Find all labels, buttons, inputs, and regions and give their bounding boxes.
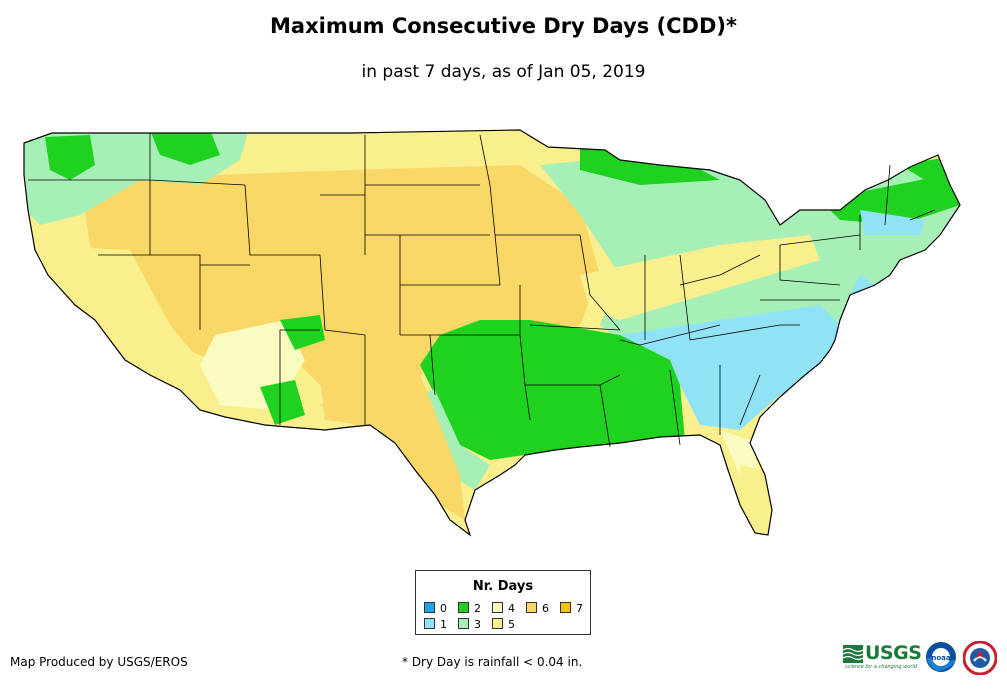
legend-swatch [492,602,503,613]
legend-label: 5 [508,618,515,631]
map-title: Maximum Consecutive Dry Days (CDD)* [270,14,737,38]
legend-item-4: 4 [492,602,515,615]
legend-label: 3 [474,618,481,631]
dry-day-note: * Dry Day is rainfall < 0.04 in. [402,655,583,669]
legend-swatch [424,602,435,613]
legend-label: 4 [508,602,515,615]
noaa-logo-icon: noaa [926,642,956,672]
legend-item-2: 2 [458,602,481,615]
legend-item-0: 0 [424,602,447,615]
usgs-tagline: science for a changing world [845,664,917,670]
legend-swatch [526,602,537,613]
usgs-logo: USGS science for a changing world [843,642,922,671]
legend-item-1: 1 [424,618,447,631]
svg-text:noaa: noaa [931,654,951,662]
legend-item-5: 5 [492,618,515,631]
map-subtitle: in past 7 days, as of Jan 05, 2019 [361,62,646,82]
legend-swatch [458,602,469,613]
legend-title: Nr. Days [472,579,534,594]
legend-label: 7 [576,602,583,615]
legend-swatch [458,618,469,629]
legend: Nr. Days 0 1 2 3 4 5 6 7 [415,570,591,635]
nws-logo-icon [963,641,997,675]
legend-label: 1 [440,618,447,631]
usgs-logo-text: USGS [865,642,922,664]
legend-swatch [492,618,503,629]
legend-label: 0 [440,602,447,615]
legend-item-6: 6 [526,602,549,615]
legend-item-3: 3 [458,618,481,631]
legend-label: 2 [474,602,481,615]
legend-item-7: 7 [560,602,583,615]
usgs-wave-icon [843,645,863,663]
state-borders [23,129,961,537]
legend-label: 6 [542,602,549,615]
map-credit: Map Produced by USGS/EROS [10,655,188,669]
us-cdd-map [23,129,961,537]
legend-swatch [424,618,435,629]
legend-swatch [560,602,571,613]
